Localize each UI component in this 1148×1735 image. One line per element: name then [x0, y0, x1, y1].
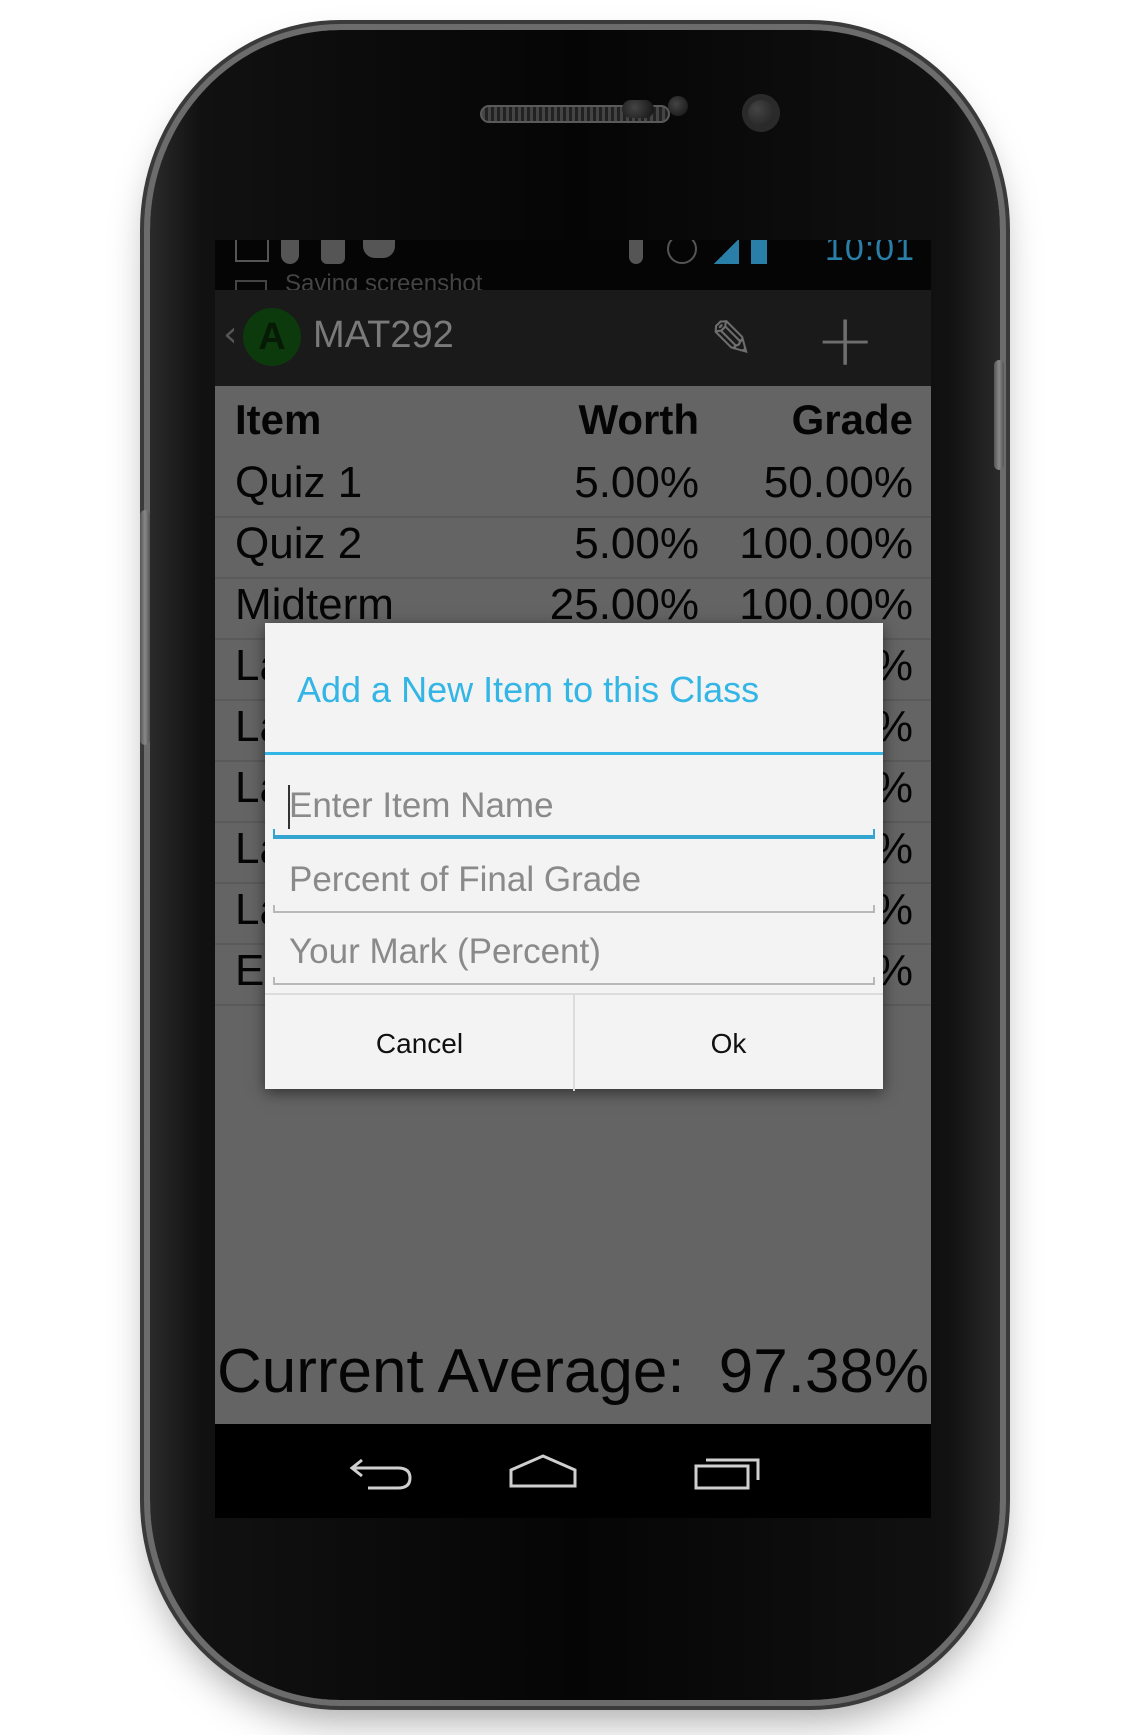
header-item: Item — [235, 396, 322, 443]
dialog-title-divider — [265, 752, 883, 755]
item-name-cap-right — [873, 829, 875, 839]
ok-button[interactable]: Ok — [574, 995, 883, 1091]
percent-field — [273, 847, 875, 913]
animal-icon — [321, 240, 345, 264]
item-name-field — [273, 773, 875, 839]
row-item: Quiz 2 — [235, 519, 363, 568]
class-title: MAT292 — [313, 314, 454, 356]
mark-underline — [273, 983, 875, 985]
dialog-title: Add a New Item to this Class — [297, 669, 760, 710]
row-item: Midterm — [235, 580, 394, 629]
action-bar: ‹ A MAT292 ✎ + — [215, 290, 931, 386]
notification-icon — [235, 280, 267, 290]
home-icon[interactable] — [503, 1446, 583, 1496]
item-name-input[interactable] — [273, 773, 875, 839]
proximity-sensor — [622, 100, 654, 118]
add-item-dialog: Add a New Item to this Class Cancel Ok — [265, 623, 883, 1091]
average-value: 97.38% — [718, 1337, 929, 1406]
header-worth: Worth — [578, 396, 699, 443]
notification-text: Saving screenshot — [285, 270, 483, 290]
dialog-button-bar: Cancel Ok — [265, 993, 883, 1091]
percent-cap-left — [273, 905, 275, 913]
percent-underline — [273, 911, 875, 913]
percent-input[interactable] — [273, 847, 875, 913]
up-chevron-icon[interactable]: ‹ — [223, 314, 238, 355]
mark-input[interactable] — [273, 919, 875, 985]
table-header: Item Worth Grade — [215, 386, 931, 456]
mark-cap-right — [873, 977, 875, 985]
row-worth: 5.00% — [574, 519, 699, 568]
text-cursor — [288, 785, 290, 829]
volume-button — [140, 510, 150, 745]
light-sensor — [668, 96, 688, 116]
gallery-icon — [235, 240, 269, 262]
cancel-button[interactable]: Cancel — [265, 995, 574, 1091]
back-icon[interactable] — [340, 1446, 420, 1496]
percent-cap-right — [873, 905, 875, 913]
row-worth: 25.00% — [549, 580, 699, 629]
mark-cap-left — [273, 977, 275, 985]
app-logo[interactable]: A — [243, 308, 301, 366]
chat-icon — [363, 240, 395, 258]
front-camera — [742, 94, 780, 132]
plus-icon[interactable]: + — [815, 298, 876, 382]
status-time: 10:01 — [824, 240, 915, 268]
leaf-icon — [281, 240, 299, 264]
row-grade: 100.00% — [739, 519, 913, 568]
battery-icon — [751, 240, 767, 264]
bluetooth-icon — [629, 240, 643, 264]
navigation-bar — [215, 1424, 931, 1518]
row-worth: 5.00% — [574, 458, 699, 507]
row-grade: 100.00% — [739, 580, 913, 629]
pencil-icon[interactable]: ✎ — [710, 310, 754, 370]
table-row[interactable]: Quiz 1 5.00% 50.00% — [215, 456, 931, 518]
item-name-cap-left — [273, 829, 275, 839]
item-name-underline — [273, 835, 875, 839]
status-bar: 10:01 Saving screenshot — [215, 240, 931, 290]
mark-field — [273, 919, 875, 985]
recents-icon[interactable] — [688, 1446, 768, 1496]
row-item: Quiz 1 — [235, 458, 363, 507]
average-label: Current Average: — [217, 1337, 685, 1406]
row-grade: 50.00% — [763, 458, 913, 507]
header-grade: Grade — [791, 396, 913, 443]
signal-icon — [713, 240, 739, 264]
button-separator — [573, 995, 575, 1091]
table-row[interactable]: Quiz 2 5.00% 100.00% — [215, 517, 931, 579]
power-button — [994, 360, 1004, 470]
alarm-icon — [667, 240, 697, 264]
